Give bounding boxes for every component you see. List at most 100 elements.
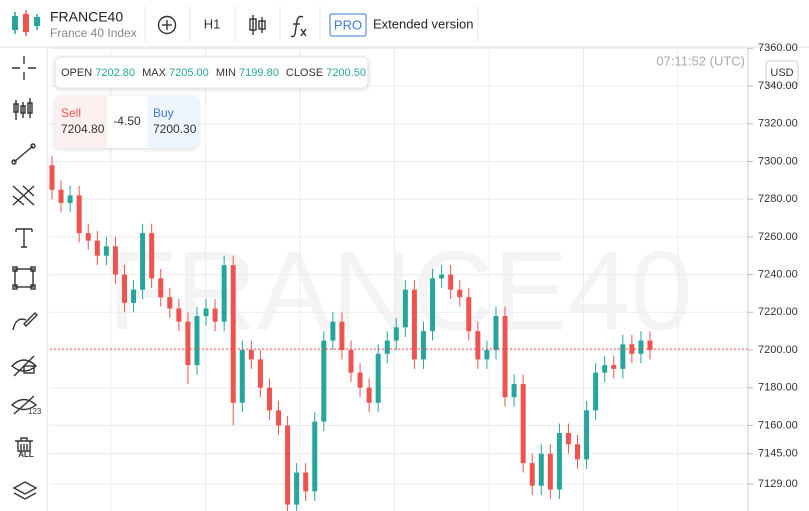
timeframe-button[interactable]: H1 xyxy=(204,16,221,31)
candle-body xyxy=(502,316,508,398)
candle-body xyxy=(575,444,581,460)
candle-body xyxy=(611,365,617,369)
y-tick-label: 7280.00 xyxy=(758,193,798,205)
candle-body xyxy=(294,472,300,505)
hide-values-label[interactable]: 123 xyxy=(28,407,42,416)
pro-label[interactable]: PRO xyxy=(334,17,362,32)
y-tick-label: 7360.00 xyxy=(758,42,798,54)
candle-body xyxy=(140,233,146,290)
fib-tool[interactable] xyxy=(12,185,35,206)
candle-body xyxy=(158,278,164,298)
candle-body xyxy=(285,425,291,505)
candle-body xyxy=(103,246,109,256)
ohlc-value: 7202.80 xyxy=(95,67,135,79)
candle-body xyxy=(366,387,372,403)
y-tick-label: 7260.00 xyxy=(758,231,798,243)
indicators-button[interactable] xyxy=(290,15,307,38)
ohlc-label: MIN xyxy=(216,67,236,79)
y-tick-label: 7200.00 xyxy=(758,344,798,356)
candle-body xyxy=(67,195,73,203)
buy-label[interactable]: Buy xyxy=(153,106,174,120)
sell-price[interactable]: 7204.80 xyxy=(61,122,105,136)
remove-all-label[interactable]: ALL xyxy=(18,450,34,459)
hide-drawings-tool[interactable] xyxy=(10,355,38,377)
candle-body xyxy=(584,410,590,460)
candle-body xyxy=(547,453,553,490)
ohlc-box xyxy=(54,56,369,89)
sell-button[interactable]: Sell 7204.80 xyxy=(61,106,105,136)
top-bar xyxy=(0,0,809,47)
symbol-description: France 40 Index xyxy=(50,26,137,40)
candle-body xyxy=(529,463,535,486)
candle-body xyxy=(457,289,463,298)
trend-line-tool[interactable] xyxy=(11,143,36,165)
candle-body xyxy=(121,274,127,303)
candle-body xyxy=(638,340,644,354)
text-tool[interactable] xyxy=(15,228,33,248)
candle-body xyxy=(185,321,191,366)
watermark: FRANCE40 xyxy=(107,229,692,354)
candle-body xyxy=(221,265,227,322)
candle-body xyxy=(239,349,245,403)
buy-button[interactable]: Buy 7200.30 xyxy=(153,106,197,136)
candle-body xyxy=(402,289,408,328)
left-toolbar xyxy=(0,48,47,511)
hide-values-tool[interactable] xyxy=(10,395,38,415)
candle-body xyxy=(131,289,137,303)
candle-body xyxy=(348,349,354,373)
extended-version[interactable]: Extended version xyxy=(373,16,473,31)
candle-body xyxy=(321,340,327,422)
add-indicator-button[interactable] xyxy=(157,15,177,35)
candle-body xyxy=(357,372,363,388)
y-tick-label: 7340.00 xyxy=(758,80,798,92)
ohlc-readout: OPEN 7202.80 MAX 7205.00 MIN 7199.80 CLO… xyxy=(61,67,366,79)
ohlc-value: 7199.80 xyxy=(239,67,279,79)
trade-box xyxy=(55,96,198,148)
ohlc-label: OPEN xyxy=(61,67,92,79)
candle-body xyxy=(484,349,490,360)
y-tick-label: 7300.00 xyxy=(758,155,798,167)
candle-body xyxy=(448,274,454,290)
candle-body xyxy=(58,189,64,203)
candle-body xyxy=(194,316,200,366)
candle-body xyxy=(257,359,263,388)
y-tick-label: 7240.00 xyxy=(758,268,798,280)
currency[interactable]: USD xyxy=(770,67,793,79)
remove-all-tool[interactable] xyxy=(15,437,33,452)
spread: -4.50 xyxy=(113,114,141,128)
candle-body xyxy=(276,410,282,426)
candle-body xyxy=(439,274,445,279)
candle-body xyxy=(466,297,472,332)
crosshair-tool[interactable] xyxy=(12,56,36,80)
candle-body xyxy=(212,308,218,322)
currency-box[interactable] xyxy=(765,60,799,86)
candle-body xyxy=(176,308,182,322)
pro-badge[interactable] xyxy=(329,13,367,37)
candle-body xyxy=(556,432,562,490)
candle-body xyxy=(565,432,571,445)
candle-body xyxy=(475,331,481,360)
sell-label[interactable]: Sell xyxy=(61,106,81,120)
chart-type-button[interactable] xyxy=(249,15,266,35)
shape-tool[interactable] xyxy=(12,266,36,290)
candle-body xyxy=(49,165,55,190)
candle-body xyxy=(647,340,653,350)
candle-body xyxy=(230,265,236,403)
candle-body xyxy=(85,233,91,241)
candle-body xyxy=(420,331,426,360)
candle-body xyxy=(266,387,272,411)
candle-body xyxy=(303,472,309,492)
y-tick-label: 7320.00 xyxy=(758,118,798,130)
y-tick-label: 7129.00 xyxy=(758,478,798,490)
buy-price[interactable]: 7200.30 xyxy=(153,122,197,136)
candle-body xyxy=(203,308,209,317)
layers-tool[interactable] xyxy=(12,481,38,500)
clock: 07:11:52 (UTC) xyxy=(656,53,745,68)
indicator-tool[interactable] xyxy=(13,98,33,120)
symbol: FRANCE40 xyxy=(50,9,123,25)
candle-body xyxy=(330,321,336,341)
brush-tool[interactable] xyxy=(12,312,38,331)
candle-body xyxy=(493,316,499,350)
candle-body xyxy=(538,453,544,486)
